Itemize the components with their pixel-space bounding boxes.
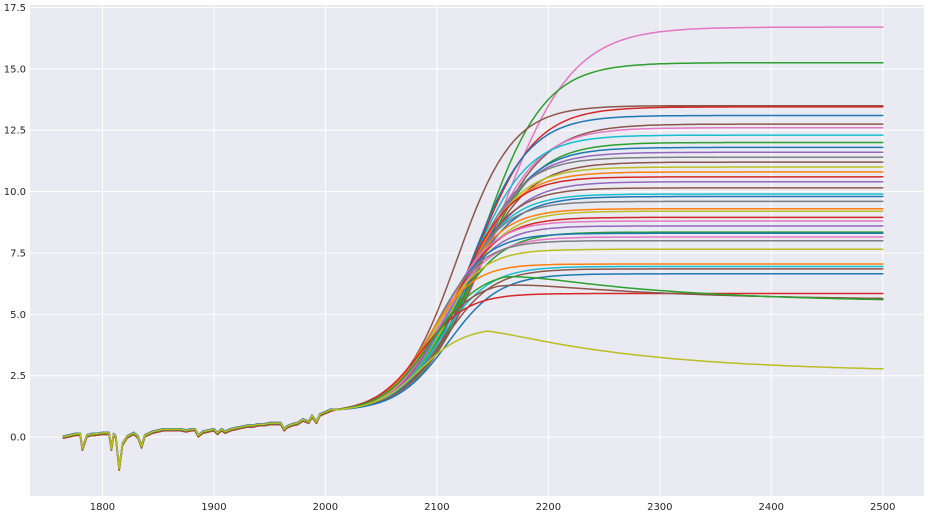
x-tick-label: 2200 — [536, 502, 561, 513]
y-axis-ticks: 0.0 2.5 5.0 7.5 10.0 12.5 15.0 17.5 — [4, 3, 26, 444]
y-tick-label: 10.0 — [4, 187, 26, 198]
x-tick-label: 2000 — [313, 502, 338, 513]
x-tick-label: 1900 — [201, 502, 226, 513]
x-tick-label: 2400 — [759, 502, 784, 513]
x-tick-label: 2300 — [647, 502, 672, 513]
y-tick-label: 2.5 — [10, 371, 26, 382]
series-lines — [62, 26, 884, 471]
y-tick-label: 12.5 — [4, 126, 26, 137]
grid-lines — [30, 5, 924, 496]
y-tick-label: 5.0 — [10, 310, 26, 321]
series-line — [62, 330, 884, 470]
x-axis-ticks: 1800 1900 2000 2100 2200 2300 2400 2500 — [90, 502, 896, 513]
y-tick-label: 17.5 — [4, 3, 26, 14]
x-tick-label: 2100 — [424, 502, 449, 513]
y-tick-label: 7.5 — [10, 248, 26, 259]
y-tick-label: 0.0 — [10, 433, 26, 444]
y-tick-label: 15.0 — [4, 64, 26, 75]
x-tick-label: 1800 — [90, 502, 115, 513]
x-tick-label: 2500 — [870, 502, 895, 513]
